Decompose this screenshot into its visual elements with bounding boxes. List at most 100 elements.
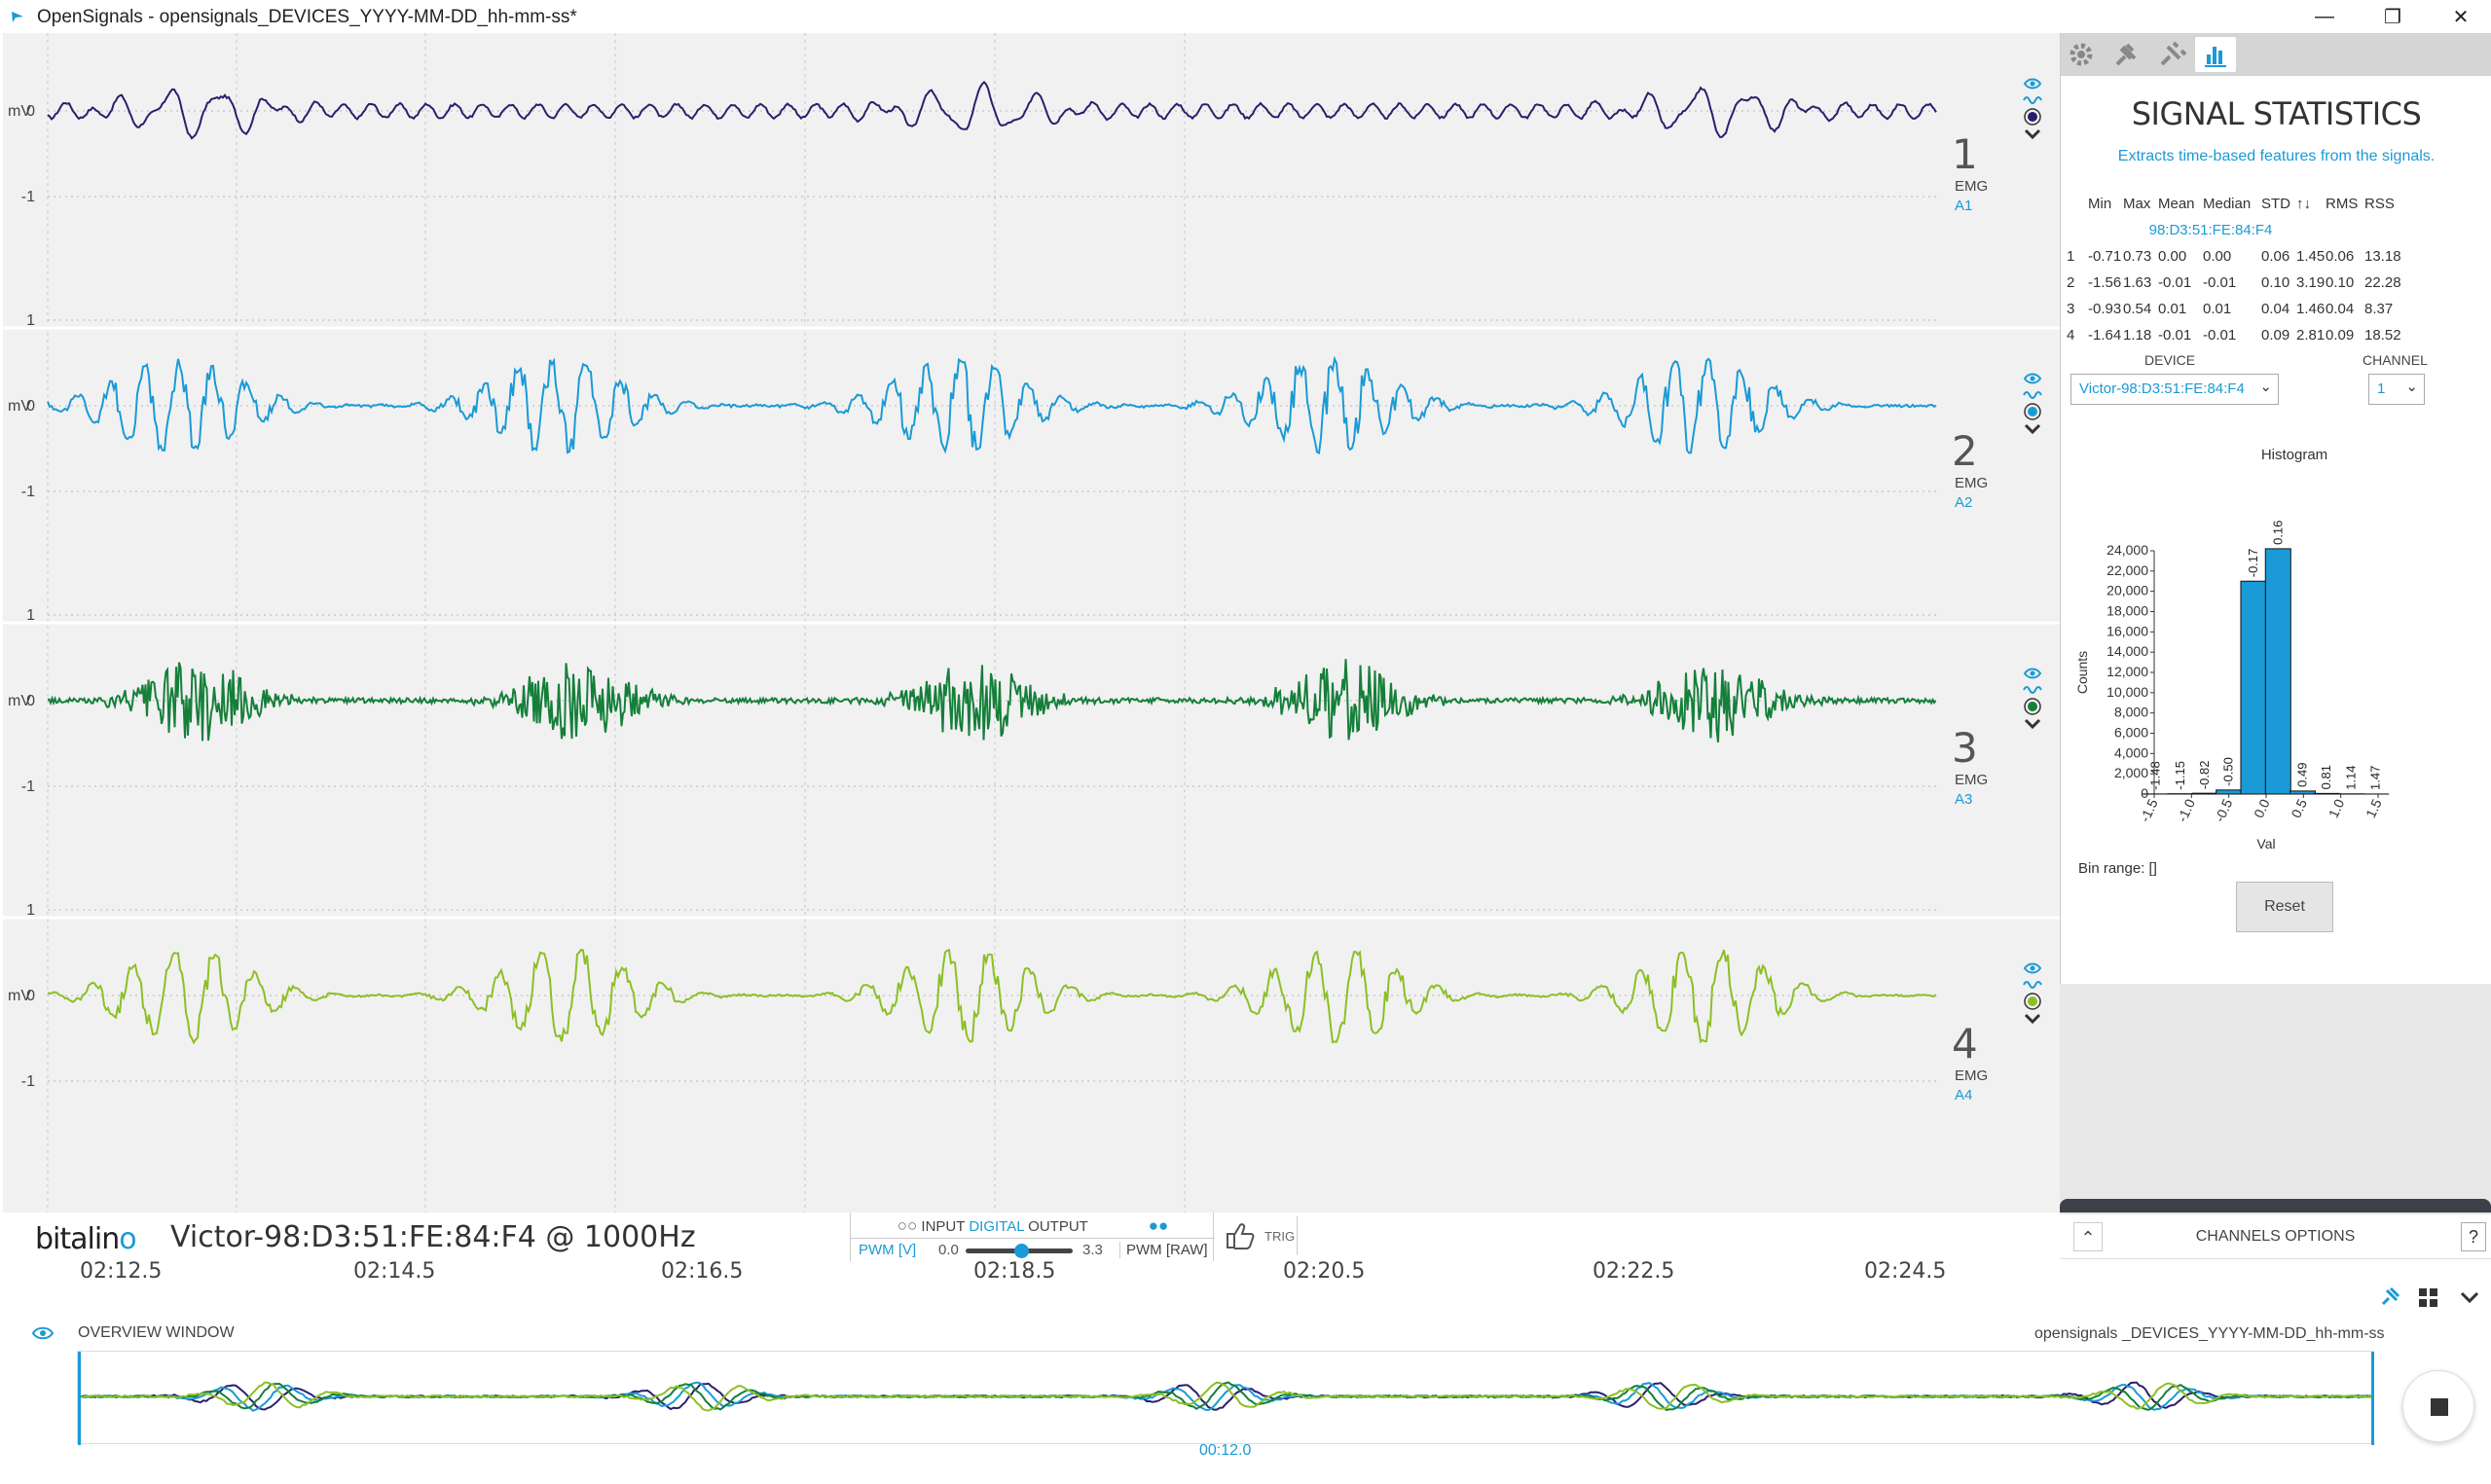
gear-icon[interactable] <box>2061 37 2102 72</box>
channel-select[interactable]: 1 ⌄ <box>2368 374 2425 405</box>
wave-icon[interactable] <box>2023 981 2042 989</box>
y-tick-label: 10,000 <box>2106 684 2148 700</box>
histogram-bar <box>2216 789 2243 795</box>
stats-value-cell: 0.09 <box>2326 327 2355 344</box>
stats-value-cell: 1.46 <box>2296 301 2326 317</box>
bin-range-label: Bin range: [] <box>2078 860 2157 877</box>
device-select[interactable]: Victor-98:D3:51:FE:84:F4 ⌄ <box>2070 374 2279 405</box>
panel-toolbar <box>2061 33 2491 76</box>
chevron-down-icon[interactable] <box>2024 128 2041 140</box>
io-output-label: OUTPUT <box>1028 1218 1088 1235</box>
time-tick-label: 02:24.5 <box>1864 1259 1947 1284</box>
minimize-button[interactable]: — <box>2315 5 2334 27</box>
color-picker-icon[interactable] <box>2024 698 2041 715</box>
output-indicator-icons[interactable]: ●● <box>1148 1216 1169 1235</box>
trigger-button[interactable]: TRIG <box>1220 1216 1298 1255</box>
channel-1-port: A1 <box>1955 198 1973 214</box>
statistics-tab[interactable] <box>2195 37 2236 72</box>
y-tick-label: 1 <box>26 33 35 34</box>
plug-icon[interactable] <box>2106 37 2146 72</box>
chevron-down-icon[interactable] <box>2024 718 2041 730</box>
unplug-icon[interactable] <box>2150 37 2191 72</box>
stats-device-row: 98:D3:51:FE:84:F4 <box>2067 217 2403 243</box>
reset-button[interactable]: Reset <box>2236 882 2333 932</box>
overview-left-handle[interactable] <box>78 1352 81 1445</box>
stop-button[interactable] <box>2402 1370 2474 1442</box>
expand-up-button[interactable]: ⌃ <box>2073 1222 2103 1251</box>
chevron-down-icon[interactable] <box>2024 1013 2041 1025</box>
eye-icon[interactable] <box>2023 962 2042 974</box>
color-picker-icon[interactable] <box>2024 108 2041 126</box>
input-indicator-icons[interactable]: ○○ <box>897 1216 918 1235</box>
stats-value-cell: -0.71 <box>2088 248 2122 265</box>
pin-icon[interactable] <box>2375 1283 2404 1312</box>
chevron-down-icon[interactable] <box>2024 423 2041 435</box>
title-bar: OpenSignals - opensignals_DEVICES_YYYY-M… <box>0 0 2491 33</box>
stats-body: 1 -0.71 0.73 0.00 0.00 0.06 1.45 0.06 13.18 2 -1.5… <box>2067 243 2403 348</box>
stats-header[interactable]: RSS <box>2364 196 2395 212</box>
stats-header[interactable]: Min <box>2088 196 2112 212</box>
chevron-down-icon[interactable] <box>2455 1283 2484 1312</box>
panel-divider[interactable] <box>2060 1199 2491 1213</box>
overview-filename: opensignals _DEVICES_YYYY-MM-DD_hh-mm-ss <box>2034 1325 2385 1342</box>
histogram-y-label: Counts <box>2074 651 2090 694</box>
overview-right-handle[interactable] <box>2371 1352 2374 1445</box>
eye-icon[interactable] <box>2023 373 2042 384</box>
overview-canvas[interactable] <box>77 1352 2374 1445</box>
time-tick-label: 02:20.5 <box>1283 1259 1366 1284</box>
stats-value-cell: 0.10 <box>2261 274 2290 291</box>
eye-icon[interactable] <box>32 1325 54 1341</box>
pwm-slider[interactable] <box>966 1244 1073 1258</box>
stats-row: 2 -1.56 1.63 -0.01 -0.01 0.10 3.19 0.10 22.28 <box>2067 270 2403 296</box>
thumb-icon <box>1227 1223 1255 1249</box>
wave-icon[interactable] <box>2023 96 2042 104</box>
histogram-bar <box>2240 580 2267 795</box>
eye-icon[interactable] <box>2023 668 2042 679</box>
color-picker-icon[interactable] <box>2024 403 2041 420</box>
wave-icon[interactable] <box>2023 686 2042 694</box>
window-title: OpenSignals - opensignals_DEVICES_YYYY-M… <box>37 7 577 27</box>
close-button[interactable]: ✕ <box>2452 6 2470 28</box>
stats-header[interactable]: Mean <box>2158 196 2195 212</box>
y-tick-label: 22,000 <box>2106 562 2148 578</box>
y-tick-label: 0 <box>26 988 35 1004</box>
channel-1-type: EMG <box>1955 178 1989 195</box>
stats-header[interactable]: Max <box>2123 196 2151 212</box>
histogram-bar <box>2191 792 2218 795</box>
stats-row: 3 -0.93 0.54 0.01 0.01 0.04 1.46 0.04 8.37 <box>2067 296 2403 322</box>
histogram-bar-label: 0.16 <box>2270 521 2285 545</box>
stats-header[interactable]: Median <box>2203 196 2252 212</box>
stats-header[interactable]: ↑↓ <box>2296 196 2311 212</box>
stats-value-cell: 0.09 <box>2261 327 2290 344</box>
stats-header[interactable]: RMS <box>2326 196 2359 212</box>
help-button[interactable]: ? <box>2461 1222 2486 1251</box>
channel-4-type: EMG <box>1955 1068 1989 1084</box>
color-dot <box>2028 996 2037 1006</box>
stats-value-cell: 0.00 <box>2203 248 2232 265</box>
stats-value-cell: 0.06 <box>2326 248 2355 265</box>
y-unit-label: mV <box>8 103 31 120</box>
stats-row: 4 -1.64 1.18 -0.01 -0.01 0.09 2.81 0.09 18.52 <box>2067 322 2403 348</box>
stats-header[interactable]: STD <box>2261 196 2290 212</box>
eye-pupil <box>2030 376 2035 381</box>
overview-window[interactable] <box>77 1351 2374 1445</box>
x-tick-label: 0.5 <box>2288 796 2310 820</box>
signal-plot-canvas[interactable]: 1 0 -1 mV 1 0 -1 mV 1 0 -1 mV 1 0 -1 mV <box>3 33 2060 1213</box>
restore-button[interactable]: ❐ <box>2384 6 2401 28</box>
channels-options-bar[interactable]: ⌃ CHANNELS OPTIONS ? <box>2060 1214 2491 1259</box>
pwm-slider-handle[interactable] <box>1014 1244 1029 1258</box>
eye-icon[interactable] <box>2023 78 2042 90</box>
grid-icon[interactable] <box>2414 1283 2443 1312</box>
device-select-label: DEVICE <box>2144 352 2196 368</box>
x-tick-label: -1.0 <box>2174 796 2198 824</box>
color-picker-icon[interactable] <box>2024 993 2041 1010</box>
view-toolbar <box>2375 1280 2491 1315</box>
time-tick-label: 02:18.5 <box>973 1259 1056 1284</box>
x-tick-label: -0.5 <box>2212 796 2236 824</box>
histogram-bar <box>2313 792 2340 795</box>
y-tick-label: 24,000 <box>2106 542 2148 558</box>
y-tick-label: 16,000 <box>2106 623 2148 638</box>
wave-icon[interactable] <box>2023 391 2042 399</box>
histogram-bar-label: -1.15 <box>2173 761 2187 790</box>
